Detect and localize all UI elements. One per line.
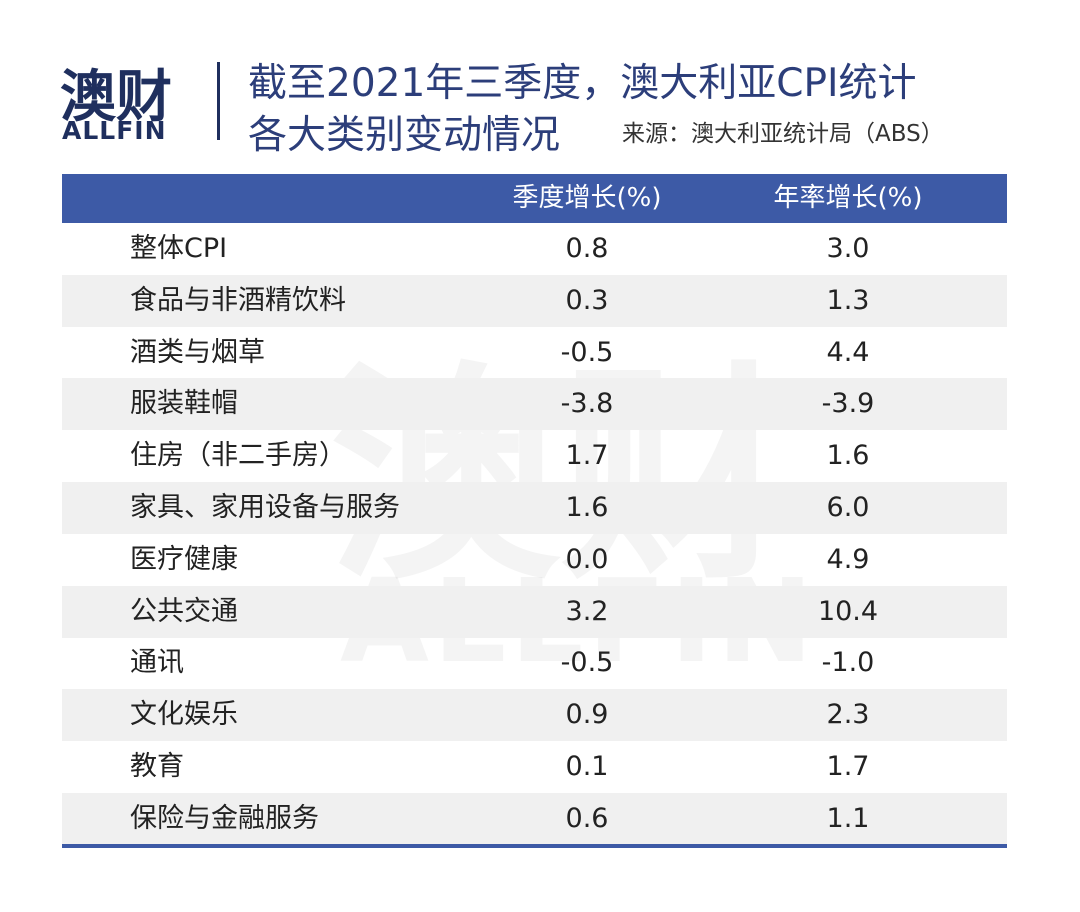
cell-value: 0.0 <box>565 543 609 575</box>
row-label: 医疗健康 <box>130 543 238 575</box>
cell-value: 1.3 <box>826 284 870 316</box>
table-row: 公共交通 3.2 10.4 <box>62 585 1007 638</box>
cell-value: 1.7 <box>565 440 609 472</box>
table-row: 整体CPI 0.8 3.0 <box>62 223 1007 275</box>
table-row: 家具、家用设备与服务 1.6 6.0 <box>62 482 1007 534</box>
separator <box>217 62 220 140</box>
table-row: 文化娱乐 0.9 2.3 <box>62 689 1007 742</box>
row-label: 公共交通 <box>130 595 238 627</box>
row-label: 保险与金融服务 <box>130 802 319 834</box>
title: 截至2021年三季度，澳大利亚CPI统计 <box>248 61 917 106</box>
row-label: 整体CPI <box>130 233 228 264</box>
row-label: 教育 <box>130 751 184 782</box>
row-label: 酒类与烟草 <box>130 336 265 368</box>
cell-value: 1.6 <box>565 492 609 523</box>
cell-value: 3.2 <box>565 595 609 627</box>
cell-value: -1.0 <box>821 647 875 679</box>
cell-value: -3.8 <box>560 388 614 420</box>
logo-sub: ALLFIN <box>62 116 167 145</box>
row-label: 住房（非二手房） <box>130 440 346 472</box>
cell-value: 4.4 <box>826 336 870 368</box>
cell-value: 0.1 <box>565 751 609 782</box>
cell-value: 2.3 <box>826 699 870 731</box>
title: 各大类别变动情况 <box>248 113 561 158</box>
cell-value: 0.6 <box>565 802 609 834</box>
table-row: 医疗健康 0.0 4.9 <box>62 534 1007 586</box>
cell-value: -0.5 <box>560 647 614 679</box>
row-label: 服装鞋帽 <box>130 388 238 420</box>
table-row: 保险与金融服务 0.6 1.1 <box>62 792 1007 845</box>
table-header <box>62 174 1007 223</box>
logo: 澳财 <box>60 65 172 130</box>
row-label: 通讯 <box>130 647 184 679</box>
cell-value: 10.4 <box>817 595 879 627</box>
row-label: 家具、家用设备与服务 <box>130 492 400 523</box>
table-row: 食品与非酒精饮料 0.3 1.3 <box>62 274 1007 327</box>
column-header: 季度增长(%) <box>512 183 662 213</box>
cell-value: 0.3 <box>565 284 609 316</box>
cell-value: 4.9 <box>826 543 870 575</box>
cell-value: 3.0 <box>826 233 870 264</box>
table-row: 通讯 -0.5 -1.0 <box>62 637 1007 689</box>
table-row: 酒类与烟草 -0.5 4.4 <box>62 327 1007 379</box>
table-bottom-line <box>62 844 1007 848</box>
column-header: 年率增长(%) <box>773 183 923 213</box>
cell-value: 1.1 <box>826 802 870 834</box>
row-label: 食品与非酒精饮料 <box>130 284 346 316</box>
cell-value: 0.9 <box>565 699 609 731</box>
cell-value: 0.8 <box>565 233 609 264</box>
table-row: 服装鞋帽 -3.8 -3.9 <box>62 378 1007 431</box>
cell-value: 1.7 <box>826 751 870 782</box>
table-row: 住房（非二手房） 1.7 1.6 <box>62 430 1007 482</box>
source: 来源：澳大利亚统计局（ABS） <box>622 121 944 147</box>
cell-value: -0.5 <box>560 336 614 368</box>
cell-value: -3.9 <box>821 388 875 420</box>
table-row: 教育 0.1 1.7 <box>62 741 1007 793</box>
cell-value: 6.0 <box>826 492 870 523</box>
row-label: 文化娱乐 <box>130 699 238 731</box>
cell-value: 1.6 <box>826 440 870 472</box>
